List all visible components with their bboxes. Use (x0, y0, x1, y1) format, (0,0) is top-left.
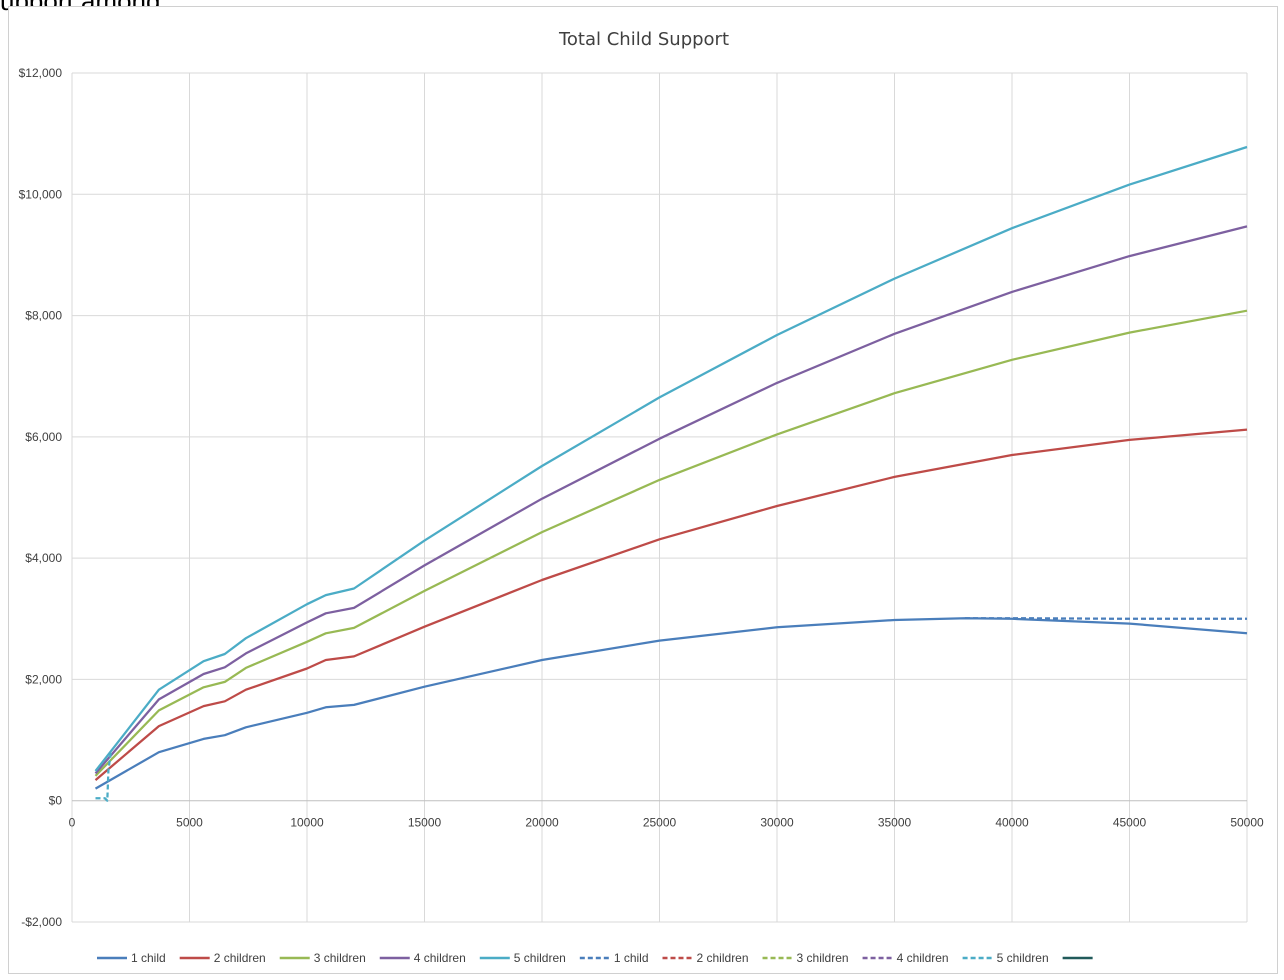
y-tick-label: -$2,000 (21, 915, 62, 929)
series-layer (94, 145, 1248, 802)
y-tick-label: $4,000 (25, 551, 62, 565)
tick-layer: 0 5000 10000 15000 20000 25000 30000 35000 40000… (19, 66, 1264, 929)
x-tick-label: 30000 (760, 816, 794, 830)
y-tick-label: $10,000 (19, 187, 63, 201)
legend-item: 1 child (579, 951, 649, 965)
y-tick-label: $2,000 (25, 672, 62, 686)
x-tick-label: 40000 (995, 816, 1029, 830)
legend-label: 1 child (614, 951, 649, 965)
x-tick-label: 0 (69, 816, 76, 830)
legend-label: 5 children (997, 951, 1049, 965)
legend-item: 2 children (662, 951, 749, 965)
legend-label: 3 children (797, 951, 849, 965)
legend-item: 3 children (279, 951, 366, 965)
chart-title: Total Child Support (558, 29, 729, 50)
legend-item: 1 child (97, 951, 166, 965)
grid-layer (71, 72, 1248, 923)
legend-label: 2 children (697, 951, 749, 965)
x-tick-label: 35000 (878, 816, 912, 830)
legend-item: 5 children (962, 951, 1049, 965)
x-tick-label: 10000 (290, 816, 324, 830)
x-tick-label: 25000 (643, 816, 677, 830)
x-tick-label: 50000 (1230, 816, 1264, 830)
series-line-10 (95, 752, 112, 802)
series-line-6 (965, 617, 1247, 620)
legend-item: 3 children (762, 951, 849, 965)
legend-label: 2 children (214, 951, 266, 965)
legend-label: 5 children (514, 951, 566, 965)
x-tick-label: 15000 (408, 816, 442, 830)
legend-label: 1 child (131, 951, 166, 965)
x-tick-label: 5000 (176, 816, 203, 830)
legend-item: 5 children (479, 951, 566, 965)
y-tick-label: $0 (49, 794, 63, 808)
series-line-3 (94, 309, 1248, 777)
y-tick-label: $12,000 (19, 66, 63, 80)
legend-item: 2 children (179, 951, 266, 965)
y-tick-label: $6,000 (25, 430, 62, 444)
x-tick-label: 20000 (525, 816, 559, 830)
legend-label: 4 children (897, 951, 949, 965)
series-line-2 (94, 428, 1248, 781)
line-chart: Total Child Support 0 5000 10000 15000 20000… (19, 29, 1264, 965)
legend-label: 4 children (414, 951, 466, 965)
chart-frame: Total Child Support 0 5000 10000 15000 20000… (8, 6, 1278, 974)
x-tick-label: 45000 (1113, 816, 1147, 830)
series-line-1 (94, 617, 1248, 790)
series-line-4 (94, 225, 1248, 775)
legend-item: 4 children (862, 951, 949, 965)
series-line-5 (94, 145, 1248, 772)
legend: 1 child 2 children 3 children 4 children 5 c… (97, 951, 1093, 965)
legend-label: 3 children (314, 951, 366, 965)
y-tick-label: $8,000 (25, 309, 62, 323)
legend-item: 4 children (379, 951, 466, 965)
